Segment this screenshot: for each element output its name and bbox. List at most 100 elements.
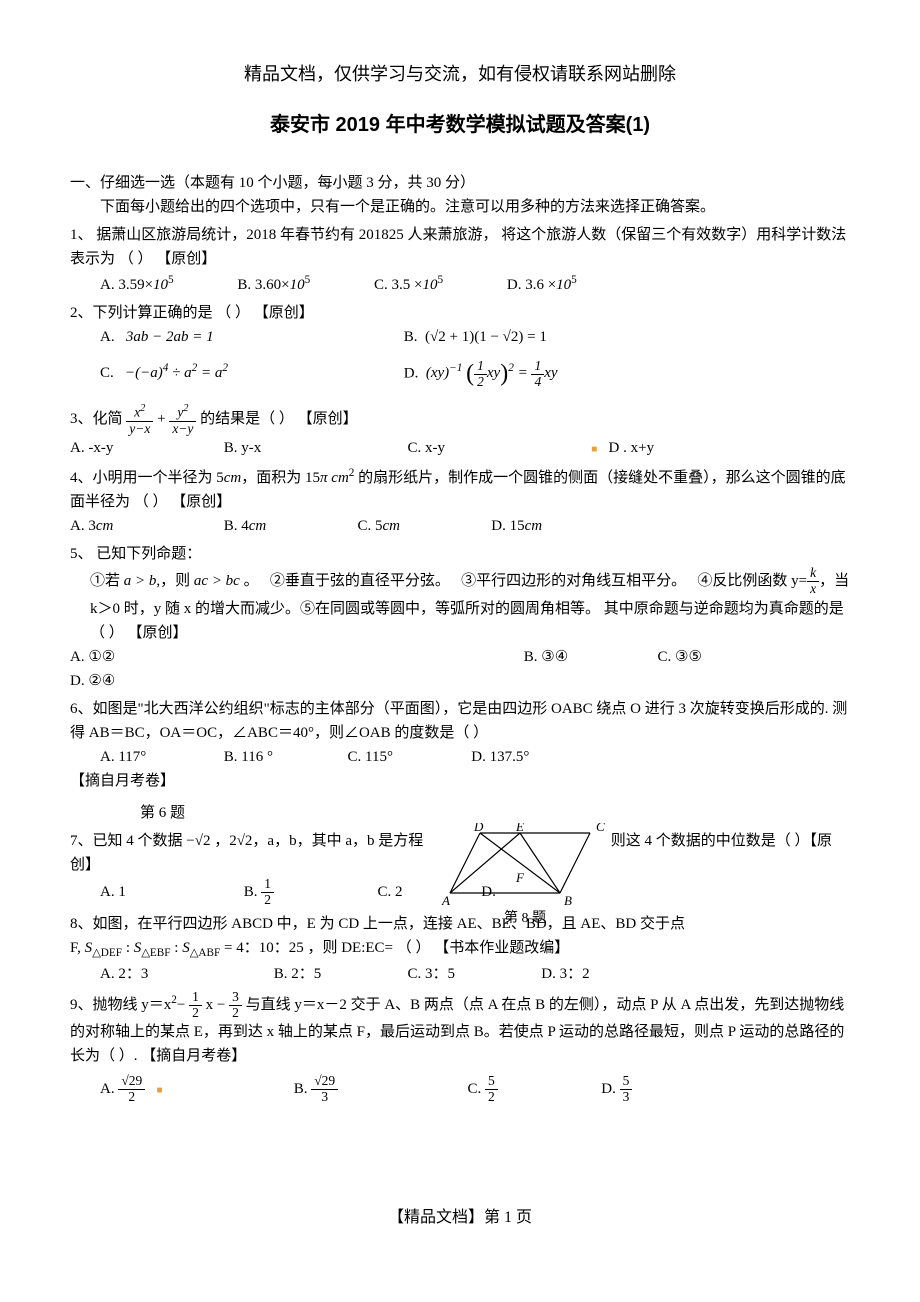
q2-opt-c: C. −(−a)4 ÷ a2 = a2 — [100, 359, 400, 385]
q8-s3-s: S — [182, 940, 190, 956]
q4-options: A. 3cm B. 4cm C. 5cm D. 15cm — [70, 514, 850, 538]
q8-c2: : — [171, 940, 183, 956]
q3-f1n-e: 2 — [140, 403, 145, 414]
q5-p1-m2: ac > bc — [190, 573, 240, 589]
q9-opt-d: D. 53 — [601, 1081, 632, 1097]
q9-pre: 9、抛物线 y＝x — [70, 997, 171, 1013]
q2-a-math: 3ab − 2ab = 1 — [126, 329, 214, 345]
question-6: 6、如图是"北大西洋公约组织"标志的主体部分（平面图），它是由四边形 OABC … — [70, 697, 850, 745]
q4-b-t: B. 4 — [224, 518, 249, 534]
q9-b-d: 3 — [311, 1090, 338, 1105]
dot-icon-2: ■ — [157, 1085, 163, 1096]
q8-opt-c: C. 3：5 — [408, 962, 538, 986]
q2-d-f1d: 2 — [474, 375, 487, 390]
q7-wrap: ABCDEF 第 8 题 7、已知 4 个数据 −√2 ，2√2，a，b，其中 … — [70, 829, 850, 908]
q4-d-t: D. 15 — [491, 518, 524, 534]
q8-l2-pre: F, — [70, 940, 85, 956]
q2-d-e1: −1 — [449, 362, 462, 374]
q9-f2d: 2 — [229, 1006, 242, 1021]
svg-text:C: C — [596, 823, 605, 834]
question-4: 4、小明用一个半径为 5cm，面积为 15π cm2 的扇形纸片，制作成一个圆锥… — [70, 464, 850, 514]
q9-c-frac: 52 — [485, 1074, 498, 1105]
q2-row2: C. −(−a)4 ÷ a2 = a2 D. (xy)−1 (12xy)2 = … — [100, 355, 850, 393]
q4-mid: ，面积为 15 — [241, 470, 320, 486]
q5-p1-m1: a > b — [120, 573, 156, 589]
svg-text:B: B — [564, 893, 572, 908]
q9-f1n: 1 — [189, 990, 202, 1006]
header-note: 精品文档，仅供学习与交流，如有侵权请联系网站删除 — [70, 60, 850, 89]
q1-opt-c: C. 3.5 ×105 — [374, 277, 443, 293]
q3-f1n: x2 — [126, 403, 153, 421]
q9-c-n: 5 — [485, 1074, 498, 1090]
q1-b-pre: B. 3.60× — [237, 277, 289, 293]
q4-pre: 4、小明用一个半径为 5 — [70, 470, 224, 486]
q9-d-n: 5 — [620, 1074, 633, 1090]
page-title: 泰安市 2019 年中考数学模拟试题及答案(1) — [70, 109, 850, 141]
q9-c-d: 2 — [485, 1090, 498, 1105]
q4-a-cm: cm — [96, 518, 114, 534]
q9-c-l: C. — [468, 1081, 482, 1097]
q8-s1-sub: △DEF — [92, 947, 122, 959]
q5-p4-d: x — [807, 582, 819, 597]
q9-a-n: √29 — [118, 1074, 145, 1090]
q9-m2: x − — [202, 997, 229, 1013]
q2-d-frac2: 14 — [531, 359, 544, 390]
q1-d-exp: 5 — [571, 274, 577, 286]
q3-f1d: y−x — [126, 422, 153, 437]
q5-p2: ②垂直于弦的直径平分弦。 — [270, 573, 450, 589]
question-8-line2: F, S△DEF : S△EBF : S△ABF = 4：10：25 ，则 DE… — [70, 936, 850, 962]
q7-b-label: B. — [244, 884, 258, 900]
q2-c-eq: = a — [197, 365, 222, 381]
q9-b-frac: √293 — [311, 1074, 338, 1105]
q9-d-d: 3 — [620, 1090, 633, 1105]
q6-opt-a: A. 117° — [100, 745, 220, 769]
q9-f1d: 2 — [189, 1006, 202, 1021]
q7-opt-b: B. 12 — [244, 877, 374, 908]
q2-d-e2: 2 — [508, 362, 514, 374]
q9-a-frac: √292 — [118, 1074, 145, 1105]
q5-p4-n: k — [807, 566, 819, 582]
q5-p1-post: 。 — [240, 573, 259, 589]
q4-c-cm: cm — [383, 518, 401, 534]
q1-a-pre: A. 3.59× — [100, 277, 153, 293]
q1-opt-d: D. 3.6 ×105 — [507, 277, 577, 293]
q3-opt-d: D . x+y — [609, 440, 655, 456]
q2-opt-b: B. (√2 + 1)(1 − √2) = 1 — [404, 329, 547, 345]
q5-options: A. ①② B. ③④ C. ③⑤ — [70, 645, 850, 669]
q6-caption: 第 6 题 — [140, 801, 850, 825]
question-9: 9、抛物线 y＝x2− 12 x − 32 与直线 y＝x－2 交于 A、B 两… — [70, 990, 850, 1069]
q1-c-pre: C. 3.5 × — [374, 277, 422, 293]
q2-b-label: B. — [404, 329, 418, 345]
svg-text:D: D — [473, 823, 484, 834]
section-1-head: 一、仔细选一选（本题有 10 个小题，每小题 3 分，共 30 分） — [70, 171, 850, 195]
q9-b-l: B. — [294, 1081, 308, 1097]
svg-text:A: A — [441, 893, 450, 908]
q2-d-pre: (xy) — [426, 365, 449, 381]
q9-b-n: √29 — [311, 1074, 338, 1090]
q5-p4-frac: kx — [807, 566, 819, 597]
q4-cm1: cm — [224, 470, 242, 486]
q8-c1: : — [122, 940, 134, 956]
section-1-sub: 下面每小题给出的四个选项中，只有一个是正确的。注意可以用多种的方法来选择正确答案… — [100, 195, 850, 219]
q6-options: A. 117° B. 116 ° C. 115° D. 137.5° — [100, 745, 850, 769]
q1-d-pre: D. 3.6 × — [507, 277, 556, 293]
q2-d-eq: = — [518, 365, 532, 381]
question-3: 3、化简 x2y−x + y2x−y 的结果是（ ） 【原创】 — [70, 403, 850, 436]
q2-d-f1n: 1 — [474, 359, 487, 375]
q4-opt-d: D. 15cm — [491, 518, 542, 534]
q2-d-lparen: ( — [466, 361, 474, 387]
q4-b-cm: cm — [249, 518, 267, 534]
q9-f2: 32 — [229, 990, 242, 1021]
question-2: 2、下列计算正确的是 （ ） 【原创】 — [70, 301, 850, 325]
q5-opt-c: C. ③⑤ — [658, 649, 702, 665]
q2-c-label: C. — [100, 365, 114, 381]
q9-a-l: A. — [100, 1081, 115, 1097]
q1-opt-b: B. 3.60×105 — [237, 277, 310, 293]
q2-c-pre: −(−a) — [125, 365, 163, 381]
q1-a-exp: 5 — [168, 274, 174, 286]
q6-opt-d: D. 137.5° — [471, 749, 529, 765]
q9-d-frac: 53 — [620, 1074, 633, 1105]
q9-opt-a: A. √292 ■ — [100, 1074, 290, 1105]
q5-opt-a: A. ①② — [70, 645, 520, 669]
q2-opt-d: D. (xy)−1 (12xy)2 = 14xy — [404, 365, 558, 381]
